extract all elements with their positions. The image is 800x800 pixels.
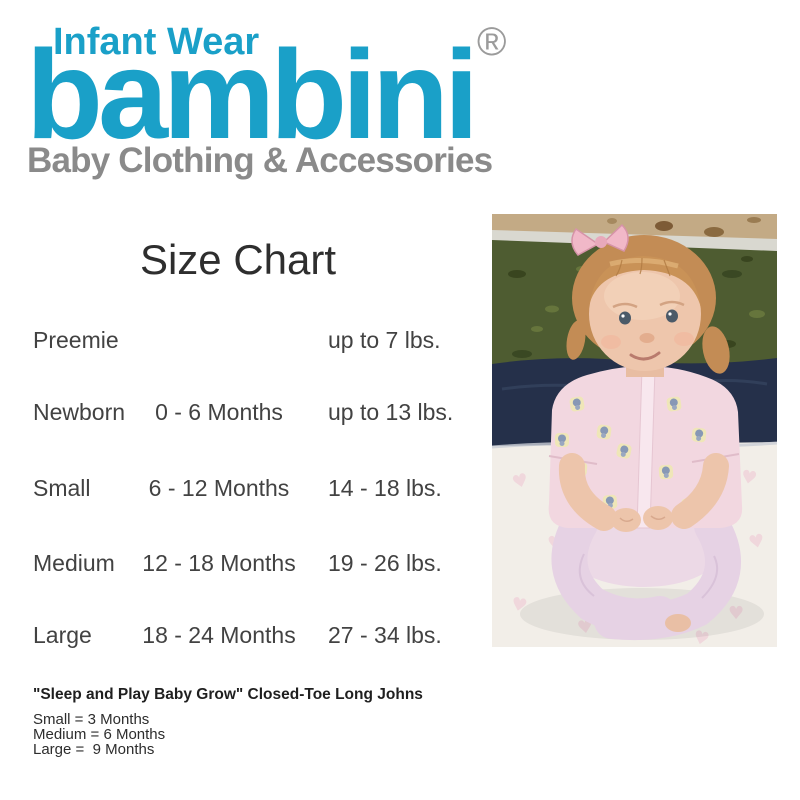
brand-logo: bambini [26, 24, 479, 165]
note-line-small: Small = 3 Months [33, 711, 150, 728]
baby-arms [558, 453, 729, 531]
size-cell: Medium [33, 550, 115, 576]
baby-photo-canvas: ♥ ♥ ♥ ♥ ♥ ♥ ♥ ♥ [492, 214, 777, 647]
brand-tagline-bottom: Baby Clothing & Accessories [27, 141, 493, 180]
size-cell: Preemie [33, 327, 119, 353]
weight-cell: up to 13 lbs. [328, 399, 454, 425]
baby-figure [548, 223, 743, 641]
baby-face-features [601, 300, 694, 361]
brand-tagline-top: Infant Wear [53, 21, 260, 63]
size-cell: Small [33, 475, 91, 501]
note-line-large: Large = 9 Months [33, 741, 155, 758]
baby-hair-front [589, 256, 701, 308]
baby-foot [665, 614, 691, 632]
size-cell: Large [33, 622, 92, 648]
size-chart-row-medium: Medium 12 - 18 Months 19 - 26 lbs. [0, 550, 480, 578]
svg-text:♥: ♥ [691, 626, 712, 647]
baby-pants [551, 506, 741, 641]
size-chart-row-newborn: Newborn 0 - 6 Months up to 13 lbs. [0, 399, 480, 427]
hair-wisp-right [702, 326, 730, 374]
weight-cell: up to 7 lbs. [328, 327, 441, 353]
notes-title: "Sleep and Play Baby Grow" Closed-Toe Lo… [33, 686, 423, 703]
hair-wisp-left [566, 320, 586, 360]
months-cell: 18 - 24 Months [142, 622, 296, 648]
size-chart-row-small: Small 6 - 12 Months 14 - 18 lbs. [0, 475, 480, 503]
weight-cell: 14 - 18 lbs. [328, 475, 442, 501]
baby-photo: ♥ ♥ ♥ ♥ ♥ ♥ ♥ ♥ [492, 214, 777, 647]
size-chart-row-preemie: Preemie up to 7 lbs. [0, 327, 480, 355]
svg-text:♥: ♥ [739, 466, 759, 489]
size-chart-title: Size Chart [139, 236, 337, 283]
weight-cell: 19 - 26 lbs. [328, 550, 442, 576]
months-cell: 0 - 6 Months [155, 399, 283, 425]
baby-hands [611, 506, 673, 532]
svg-text:♥: ♥ [747, 530, 767, 554]
svg-text:♥: ♥ [509, 593, 529, 617]
svg-text:♥: ♥ [728, 603, 744, 624]
note-line-medium: Medium = 6 Months [33, 726, 166, 743]
hair-bow-icon [571, 223, 629, 256]
svg-text:♥: ♥ [510, 469, 531, 493]
registered-trademark-icon: ® [477, 20, 507, 64]
baby-head [566, 223, 730, 374]
months-cell: 12 - 18 Months [142, 550, 296, 576]
months-cell: 6 - 12 Months [148, 475, 290, 501]
weight-cell: 27 - 34 lbs. [328, 622, 442, 648]
size-cell: Newborn [33, 399, 126, 425]
size-chart-row-large: Large 18 - 24 Months 27 - 34 lbs. [0, 622, 480, 650]
